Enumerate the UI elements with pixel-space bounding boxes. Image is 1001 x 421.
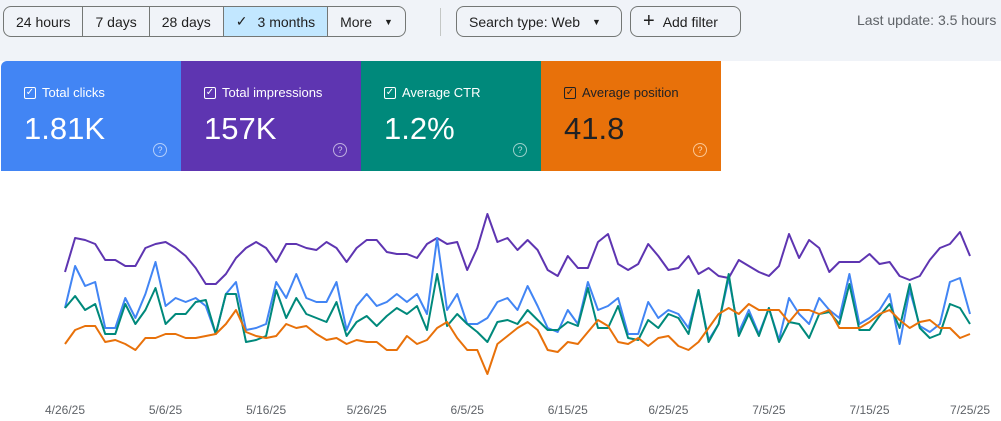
- metric-label: Total clicks: [42, 85, 105, 100]
- x-tick-label: 5/6/25: [149, 403, 183, 417]
- metric-card-average-ctr[interactable]: ✓ Average CTR 1.2% ?: [361, 61, 541, 171]
- series-line-average-position: [64, 303, 971, 375]
- range-label: 7 days: [95, 13, 137, 30]
- checkbox-icon[interactable]: ✓: [204, 86, 216, 99]
- search-type-label: Search type: Web: [469, 13, 581, 30]
- checkbox-icon[interactable]: ✓: [384, 86, 396, 99]
- x-tick-label: 7/5/25: [752, 403, 786, 417]
- divider: [440, 8, 441, 36]
- x-tick-label: 5/16/25: [246, 403, 286, 417]
- metric-value: 41.8: [564, 111, 625, 146]
- range-label: 24 hours: [16, 13, 71, 30]
- x-tick-label: 4/26/25: [45, 403, 85, 417]
- checkbox-icon[interactable]: ✓: [24, 86, 36, 99]
- metric-card-average-position[interactable]: ✓ Average position 41.8 ?: [541, 61, 721, 171]
- range-label: 28 days: [161, 13, 211, 30]
- x-tick-label: 7/15/25: [849, 403, 889, 417]
- metric-label: Average CTR: [402, 85, 481, 100]
- caret-down-icon: ▼: [592, 16, 601, 27]
- range-7-days[interactable]: 7 days: [83, 7, 150, 36]
- help-icon[interactable]: ?: [693, 143, 707, 157]
- checkbox-icon[interactable]: ✓: [564, 86, 576, 99]
- x-tick-label: 6/5/25: [451, 403, 485, 417]
- last-update-text: Last update: 3.5 hours: [857, 12, 997, 28]
- help-icon[interactable]: ?: [153, 143, 167, 157]
- x-tick-label: 6/25/25: [648, 403, 688, 417]
- range-28-days[interactable]: 28 days: [150, 7, 224, 36]
- range-3-months[interactable]: ✓ 3 months: [223, 7, 329, 36]
- metric-label: Total impressions: [222, 85, 323, 100]
- x-tick-label: 7/25/25: [950, 403, 990, 417]
- metric-card-total-impressions[interactable]: ✓ Total impressions 157K ?: [181, 61, 361, 171]
- range-24-hours[interactable]: 24 hours: [4, 7, 84, 36]
- metric-label: Average position: [582, 85, 679, 100]
- check-icon: ✓: [235, 13, 248, 29]
- x-tick-label: 6/15/25: [548, 403, 588, 417]
- range-more-dropdown[interactable]: More ▼: [328, 7, 405, 36]
- help-icon[interactable]: ?: [333, 143, 347, 157]
- range-label: 3 months: [257, 13, 316, 30]
- search-type-dropdown[interactable]: Search type: Web ▼: [456, 6, 622, 37]
- range-label: More: [340, 13, 373, 30]
- add-filter-button[interactable]: + Add filter: [630, 6, 741, 37]
- metric-card-total-clicks[interactable]: ✓ Total clicks 1.81K ?: [1, 61, 181, 171]
- series-line-total-impressions: [64, 213, 971, 285]
- x-tick-label: 5/26/25: [347, 403, 387, 417]
- plus-icon: +: [643, 10, 655, 32]
- date-range-selector: 24 hours 7 days 28 days ✓ 3 months More ▼: [3, 6, 406, 37]
- add-filter-label: Add filter: [662, 13, 718, 30]
- caret-down-icon: ▼: [384, 16, 393, 27]
- metric-value: 1.2%: [384, 111, 455, 146]
- toolbar: 24 hours 7 days 28 days ✓ 3 months More ▼ …: [0, 0, 1001, 61]
- metric-value: 157K: [204, 111, 277, 146]
- help-icon[interactable]: ?: [513, 143, 527, 157]
- metric-value: 1.81K: [24, 111, 106, 146]
- performance-line-chart: 4/26/25 5/6/25 5/16/25 5/26/25 6/5/25 6/15/25…: [45, 213, 990, 417]
